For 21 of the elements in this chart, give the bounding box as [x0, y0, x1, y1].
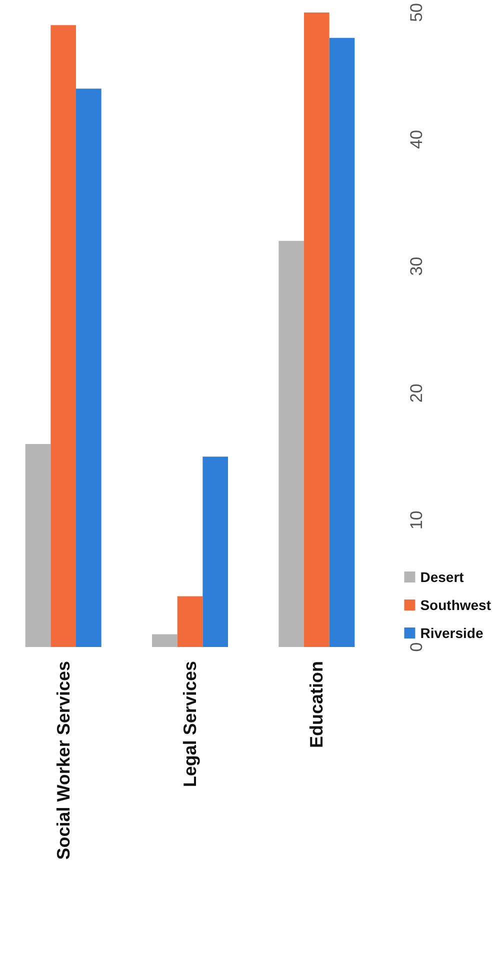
bar	[177, 596, 203, 647]
legend-label: Southwest	[420, 597, 492, 613]
bar	[25, 444, 51, 647]
bar	[202, 456, 228, 647]
x-tick-label: Education	[306, 661, 327, 748]
bar	[278, 240, 304, 647]
y-tick-label: 0	[407, 642, 426, 652]
x-tick-label: Social Worker Services	[53, 661, 74, 860]
y-tick-label: 50	[407, 2, 426, 22]
y-tick-label: 40	[407, 130, 426, 149]
y-tick-label: 30	[407, 256, 426, 276]
bar	[329, 38, 355, 647]
y-tick-label: 20	[407, 384, 426, 403]
y-tick-label: 10	[407, 510, 426, 530]
bar	[152, 634, 178, 647]
legend-label: Desert	[420, 569, 464, 585]
legend-label: Riverside	[420, 625, 484, 641]
x-tick-label: Legal Services	[180, 661, 200, 788]
bar	[50, 25, 76, 647]
bar	[304, 12, 330, 647]
bar	[76, 88, 102, 647]
